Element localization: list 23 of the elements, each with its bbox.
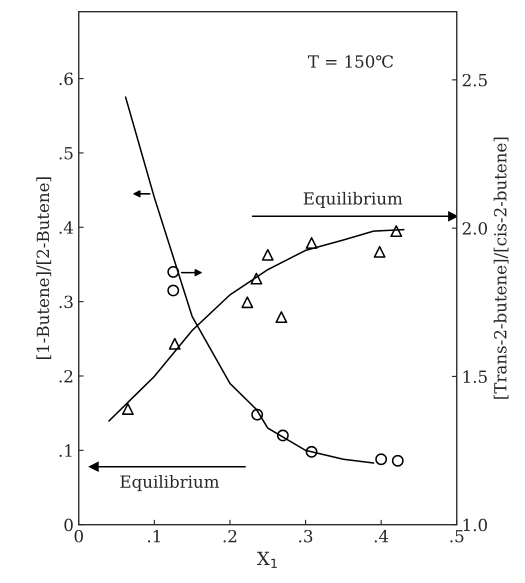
- y2-axis-title: [Trans-2-butene]/[cis-2-butene]: [494, 138, 509, 399]
- y-tick-label: 0: [64, 518, 73, 532]
- annotation: T = 150℃: [308, 55, 393, 68]
- y-tick-label: .3: [60, 296, 73, 308]
- x-tick-label: .4: [374, 530, 388, 542]
- y-tick-label: .2: [60, 370, 72, 383]
- y-tick-label: .4: [60, 221, 74, 234]
- y2-tick-label: 2.0: [462, 222, 488, 235]
- y2-tick-label: 2.5: [462, 74, 487, 86]
- y-tick-label: .1: [60, 444, 72, 457]
- x-tick-label: .3: [299, 530, 312, 542]
- y-tick-label: .5: [60, 147, 73, 160]
- x-tick-label: .5: [450, 530, 464, 542]
- x-tick-label: .1: [148, 530, 160, 542]
- y2-tick-label: 1.0: [464, 518, 488, 532]
- x-tick-label: 0: [74, 530, 83, 542]
- x-axis-title: X$_{1}$: [257, 552, 277, 568]
- ref-line-label: Equilibrium: [304, 192, 402, 208]
- y-axis-title: [1-Butene]/[2-Butene]: [36, 177, 52, 359]
- x-tick-label: .2: [224, 530, 236, 542]
- y2-tick-label: 1.5: [464, 370, 487, 383]
- ref-line-label: Equilibrium: [120, 475, 220, 492]
- y-tick-label: .6: [60, 72, 73, 86]
